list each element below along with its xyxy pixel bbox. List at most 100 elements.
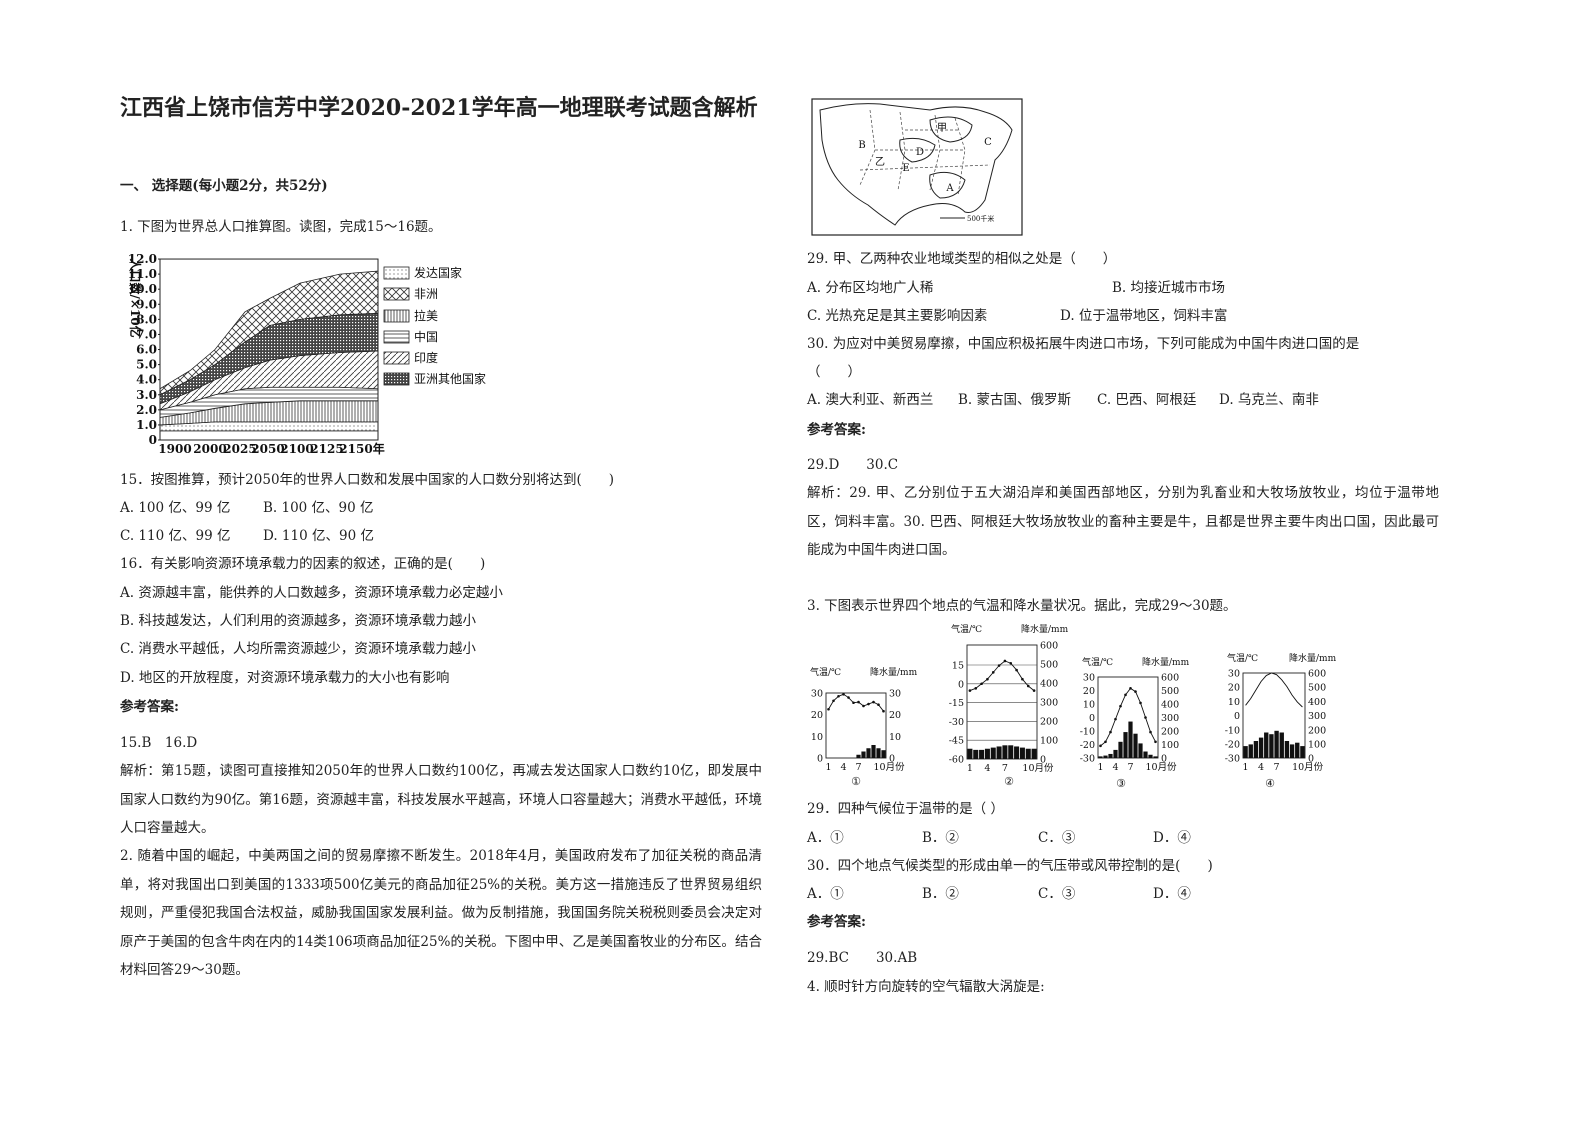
option: C. 110 亿、99 亿 — [120, 528, 231, 544]
x-tick-label: 2125 — [310, 442, 343, 456]
option: C. 光热充足是其主要影响因素 — [807, 308, 988, 324]
temp-dot — [1149, 730, 1152, 734]
axis-label: 降水量/mm — [870, 666, 918, 678]
temp-dot — [867, 702, 870, 706]
y2-tick-label: 600 — [1040, 641, 1058, 652]
y-tick-label: -10 — [1225, 725, 1240, 736]
x-tick-label: 4 — [1258, 762, 1264, 773]
temp-dot — [832, 699, 835, 703]
answer: 29.BC 30.AB — [807, 950, 918, 966]
temp-dot — [1099, 744, 1102, 748]
precip-bar — [1253, 741, 1259, 758]
x-tick-label: 10月份 — [874, 761, 906, 773]
y-tick-label: 0 — [817, 754, 823, 765]
y-tick-label: -20 — [1225, 740, 1240, 751]
precip-bar — [1103, 755, 1108, 758]
chart-caption: ④ — [1265, 777, 1275, 790]
plot-frame — [825, 692, 887, 759]
y2-tick-label: 0 — [889, 754, 895, 765]
x-tick-label: 1 — [1097, 762, 1103, 773]
precip-bar — [1243, 746, 1248, 758]
question-stem: 30. 为应对中美贸易摩擦，中国应积极拓展牛肉进口市场，下列可能成为中国牛肉进口… — [807, 336, 1360, 352]
option: A. 100 亿、99 亿 — [120, 500, 231, 516]
option: A．① — [807, 886, 844, 902]
y-tick-label: 10 — [1083, 700, 1095, 711]
precip-bar — [1019, 747, 1025, 759]
axis-label: 气温/℃ — [1082, 656, 1113, 668]
precip-bar — [1300, 746, 1305, 758]
legend-label: 亚洲其他国家 — [414, 371, 486, 386]
option: C．③ — [1038, 886, 1076, 902]
x-tick-label: 4 — [1112, 762, 1118, 773]
temp-dot — [1144, 716, 1147, 719]
option: C．③ — [1038, 830, 1076, 846]
y-tick-label: -30 — [1080, 754, 1095, 765]
legend-swatch — [383, 372, 410, 386]
temp-dot — [837, 694, 840, 698]
precip-bar — [1289, 744, 1295, 758]
y2-tick-label: 500 — [1161, 686, 1179, 697]
map-label: E — [902, 163, 909, 174]
plot-frame — [1242, 672, 1306, 759]
y2-tick-label: 200 — [1161, 727, 1179, 738]
map-label: 乙 — [875, 156, 885, 168]
option: D. 乌克兰、南非 — [1219, 392, 1319, 408]
precip-bar — [866, 748, 871, 758]
option: D．④ — [1153, 886, 1191, 902]
temp-dot — [1032, 689, 1036, 692]
y-tick-label: 9.0 — [136, 297, 157, 311]
answer-heading: 参考答案: — [807, 422, 866, 438]
precip-bar — [1264, 732, 1269, 758]
y-tick-label: 8.0 — [136, 312, 157, 326]
option: C. 消费水平越低，人均所需资源越少，资源环境承载力越小 — [120, 641, 476, 657]
y2-tick-label: 300 — [1308, 711, 1326, 722]
y-tick-label: 11.0 — [128, 267, 157, 281]
answer: 15.B 16.D — [120, 735, 198, 751]
map-label: D — [916, 147, 924, 158]
y-axis-label: 人口数/×10亿 — [128, 258, 143, 337]
y-tick-label: -30 — [949, 717, 964, 728]
question-stem: 30．四个地点气候类型的形成由单一的气压带或风带控制的是( ) — [807, 858, 1213, 874]
y2-tick-label: 30 — [889, 689, 901, 700]
precip-bar — [990, 747, 996, 759]
temp-dot — [882, 709, 885, 713]
temp-dot — [1109, 730, 1112, 734]
precip-bar — [881, 750, 886, 758]
precip-bar — [1098, 756, 1103, 758]
x-tick-label: 7 — [1274, 762, 1280, 773]
legend-label: 印度 — [414, 350, 438, 365]
option: B. 蒙古国、俄罗斯 — [958, 392, 1072, 408]
y-tick-label: 4.0 — [136, 373, 157, 387]
x-tick-label: 1 — [1243, 762, 1249, 773]
temp-dot — [862, 704, 865, 708]
temp-dot — [842, 693, 845, 696]
question-intro: 4. 顺时针方向旋转的空气辐散大涡旋是: — [807, 979, 1045, 995]
y2-tick-label: 400 — [1161, 700, 1179, 711]
y2-tick-label: 300 — [1161, 713, 1179, 724]
temp-dot — [968, 689, 972, 692]
option: D．④ — [1153, 830, 1191, 846]
region-outline — [899, 116, 973, 199]
temp-dot — [827, 707, 830, 711]
y-tick-label: -15 — [949, 698, 964, 709]
x-tick-label: 2150年 — [339, 441, 384, 456]
precip-bar — [1274, 730, 1279, 758]
chart-caption: ② — [1004, 775, 1014, 788]
axis-label: 气温/℃ — [951, 623, 982, 635]
plot-frame — [1097, 676, 1159, 759]
y2-tick-label: 400 — [1308, 697, 1326, 708]
x-tick-label: 1 — [967, 763, 973, 774]
y2-tick-label: 500 — [1040, 660, 1058, 671]
precip-bar — [1014, 746, 1020, 759]
option: D. 地区的开放程度，对资源环境承载力的大小也有影响 — [120, 670, 450, 686]
x-tick-label: 1900 — [158, 442, 191, 456]
precip-bar — [1113, 749, 1118, 758]
temp-dot — [847, 696, 850, 699]
temp-dot — [1009, 661, 1013, 665]
precip-bar — [1258, 737, 1264, 758]
x-tick-label: 10月份 — [1146, 761, 1178, 773]
option: B. 100 亿、90 亿 — [263, 500, 374, 516]
y-tick-label: 10 — [1228, 697, 1240, 708]
coastline — [819, 103, 1013, 226]
